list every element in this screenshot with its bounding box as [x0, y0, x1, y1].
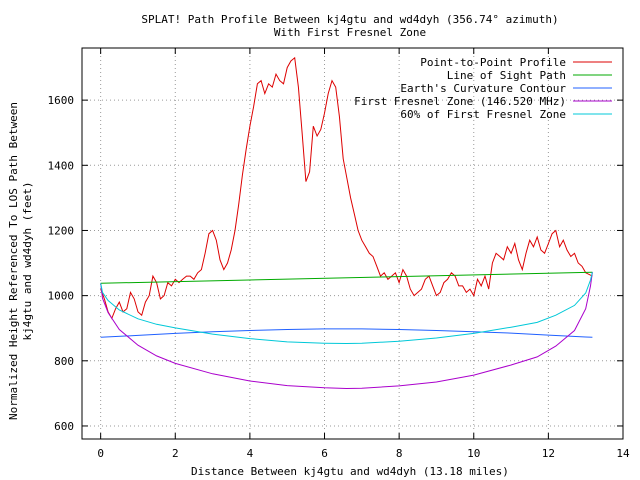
x-tick-label: 6: [321, 447, 328, 460]
y-tick-label: 1000: [48, 290, 75, 303]
legend-label-curvature: Earth's Curvature Contour: [400, 82, 566, 95]
legend-label-los: Line of Sight Path: [447, 69, 566, 82]
legend-label-profile: Point-to-Point Profile: [420, 56, 566, 69]
series-line-curvature: [100, 328, 593, 338]
series-line-los: [100, 271, 593, 284]
y-tick-label: 800: [54, 355, 74, 368]
x-tick-label: 10: [467, 447, 480, 460]
x-tick-label: 14: [616, 447, 630, 460]
x-tick-label: 2: [172, 447, 179, 460]
legend-label-fresnel: First Fresnel Zone (146.520 MHz): [354, 95, 566, 108]
series-line-fresnel60: [100, 272, 593, 345]
x-tick-label: 8: [396, 447, 403, 460]
x-axis-label: Distance Between kj4gtu and wd4dyh (13.1…: [191, 465, 509, 478]
series-line-profile: [100, 56, 593, 320]
y-tick-label: 600: [54, 420, 74, 433]
x-tick-label: 12: [542, 447, 555, 460]
y-tick-label: 1600: [48, 94, 75, 107]
y-tick-label: 1400: [48, 159, 75, 172]
axis-ticks: 0 2 4 6 8 10 12 14 600 800 1000 1200 1400 1600: [48, 48, 630, 460]
plot-frame: [81, 47, 624, 440]
y-tick-label: 1200: [48, 224, 75, 237]
chart-title: SPLAT! Path Profile Between kj4gtu and w…: [141, 13, 558, 26]
x-tick-label: 4: [247, 447, 254, 460]
y-axis-label-line1: Normalized Height Referenced To LOS Path…: [7, 102, 20, 420]
series-line-fresnel: [100, 272, 593, 390]
legend-label-fresnel60: 60% of First Fresnel Zone: [400, 108, 566, 121]
series-group: [100, 56, 593, 390]
chart-subtitle: With First Fresnel Zone: [274, 26, 426, 39]
y-axis-label-line2: kj4gtu and wd4dyh (feet): [21, 182, 34, 341]
x-tick-label: 0: [97, 447, 104, 460]
